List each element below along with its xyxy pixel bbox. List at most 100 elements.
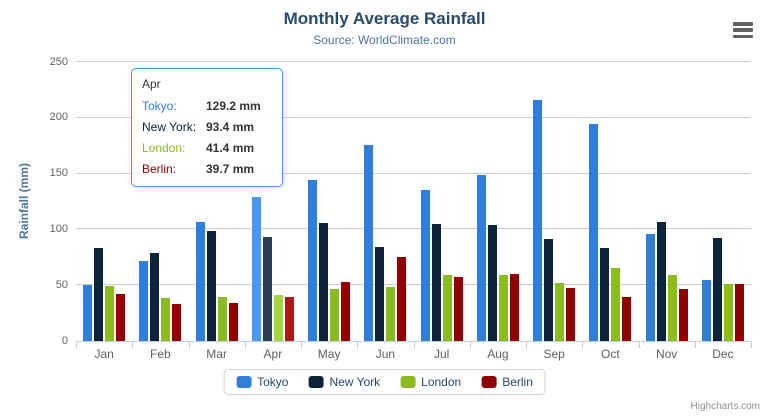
x-category-label-mar: Mar bbox=[206, 347, 227, 361]
bar-tokyo-sep[interactable] bbox=[533, 99, 543, 341]
legend-item-new-york[interactable]: New York bbox=[308, 375, 380, 389]
legend-symbol-icon bbox=[481, 376, 497, 388]
bar-new-york-jun[interactable] bbox=[375, 246, 385, 341]
bar-berlin-dec[interactable] bbox=[734, 283, 744, 341]
bar-london-oct[interactable] bbox=[611, 268, 621, 341]
bar-tokyo-nov[interactable] bbox=[645, 234, 655, 341]
bar-tokyo-feb[interactable] bbox=[139, 261, 149, 341]
bar-tokyo-oct[interactable] bbox=[589, 124, 599, 341]
column-group-mar bbox=[189, 62, 245, 341]
bar-berlin-may[interactable] bbox=[341, 282, 351, 341]
bar-new-york-aug[interactable] bbox=[487, 224, 497, 341]
column-group-aug bbox=[470, 62, 526, 341]
x-category-label-dec: Dec bbox=[712, 347, 734, 361]
y-tick-label: 150 bbox=[49, 167, 68, 180]
bar-london-may[interactable] bbox=[330, 288, 340, 341]
x-axis-tick bbox=[244, 342, 246, 348]
export-menu-icon[interactable] bbox=[733, 22, 753, 38]
bar-berlin-nov[interactable] bbox=[678, 288, 688, 341]
tooltip-row-tokyo: Tokyo: 129.2 mm bbox=[142, 96, 272, 117]
bar-berlin-mar[interactable] bbox=[228, 302, 238, 341]
y-tick-label: 0 bbox=[61, 334, 68, 347]
bar-new-york-feb[interactable] bbox=[150, 253, 160, 341]
bar-london-apr[interactable] bbox=[273, 294, 283, 341]
bar-berlin-jun[interactable] bbox=[397, 256, 407, 341]
tooltip-series-value: 129.2 mm bbox=[206, 99, 261, 113]
bar-new-york-dec[interactable] bbox=[712, 238, 722, 341]
legend-item-london[interactable]: London bbox=[400, 375, 461, 389]
bar-new-york-jan[interactable] bbox=[94, 247, 104, 341]
column-group-may bbox=[301, 62, 357, 341]
legend-item-berlin[interactable]: Berlin bbox=[481, 375, 533, 389]
tooltip-series-label: Tokyo: bbox=[142, 99, 177, 113]
x-axis-tick bbox=[469, 342, 471, 348]
bar-berlin-jul[interactable] bbox=[453, 276, 463, 341]
x-category-label-feb: Feb bbox=[150, 347, 171, 361]
gridline-150 bbox=[76, 172, 751, 174]
y-tick-label: 200 bbox=[49, 111, 68, 124]
bar-london-jun[interactable] bbox=[386, 287, 396, 341]
x-category-label-apr: Apr bbox=[263, 347, 283, 361]
x-axis-tick bbox=[694, 342, 696, 348]
x-category-label-jul: Jul bbox=[433, 347, 450, 361]
bar-new-york-may[interactable] bbox=[319, 222, 329, 341]
legend-label: London bbox=[421, 375, 462, 389]
gridline-200 bbox=[76, 116, 751, 118]
bar-london-jul[interactable] bbox=[442, 275, 452, 341]
legend-label: Berlin bbox=[502, 375, 533, 389]
bar-tokyo-apr[interactable] bbox=[251, 196, 261, 341]
bar-tokyo-aug[interactable] bbox=[476, 175, 486, 341]
legend: Tokyo New York London Berlin bbox=[223, 369, 546, 395]
y-tick-label: 100 bbox=[49, 222, 68, 235]
bar-london-nov[interactable] bbox=[667, 274, 677, 341]
bar-tokyo-may[interactable] bbox=[308, 180, 318, 341]
bar-new-york-mar[interactable] bbox=[206, 231, 216, 341]
bar-new-york-sep[interactable] bbox=[544, 239, 554, 341]
gridline-250 bbox=[76, 61, 751, 62]
bar-berlin-aug[interactable] bbox=[509, 273, 519, 341]
x-category-label-aug: Aug bbox=[487, 347, 509, 361]
x-category-label-jan: Jan bbox=[94, 347, 114, 361]
bar-tokyo-jul[interactable] bbox=[420, 189, 430, 341]
tooltip-series-label: London: bbox=[142, 141, 186, 155]
column-group-feb bbox=[132, 62, 188, 341]
gridline-100 bbox=[76, 228, 751, 230]
legend-item-tokyo[interactable]: Tokyo bbox=[236, 375, 288, 389]
bar-tokyo-jun[interactable] bbox=[364, 144, 374, 341]
column-group-sep bbox=[526, 62, 582, 341]
x-axis-tick bbox=[76, 342, 77, 348]
bar-london-jan[interactable] bbox=[105, 286, 115, 341]
bar-new-york-nov[interactable] bbox=[656, 222, 666, 341]
credits-link[interactable]: Highcharts.com bbox=[690, 401, 760, 412]
tooltip-series-value: 93.4 mm bbox=[206, 120, 255, 134]
bar-london-sep[interactable] bbox=[555, 282, 565, 341]
bar-london-feb[interactable] bbox=[161, 297, 171, 341]
plot-area bbox=[76, 61, 752, 348]
legend-symbol-icon bbox=[308, 376, 324, 388]
bar-london-dec[interactable] bbox=[723, 283, 733, 341]
bar-tokyo-mar[interactable] bbox=[195, 222, 205, 341]
bar-london-mar[interactable] bbox=[217, 297, 227, 341]
bar-berlin-oct[interactable] bbox=[622, 297, 632, 341]
x-category-label-sep: Sep bbox=[543, 347, 565, 361]
bar-new-york-apr[interactable] bbox=[262, 236, 272, 341]
bar-new-york-jul[interactable] bbox=[431, 223, 441, 341]
x-axis-tick bbox=[357, 342, 359, 348]
bar-london-aug[interactable] bbox=[498, 274, 508, 341]
y-tick-label: 250 bbox=[49, 55, 68, 68]
bar-berlin-feb[interactable] bbox=[172, 303, 182, 341]
bar-berlin-sep[interactable] bbox=[566, 287, 576, 341]
x-axis-tick bbox=[751, 342, 752, 348]
bar-new-york-oct[interactable] bbox=[600, 247, 610, 341]
bar-tokyo-dec[interactable] bbox=[701, 280, 711, 341]
column-group-oct bbox=[582, 62, 638, 341]
x-category-label-oct: Oct bbox=[601, 347, 620, 361]
bar-tokyo-jan[interactable] bbox=[83, 285, 93, 341]
tooltip-category: Apr bbox=[142, 77, 161, 91]
y-axis-labels: 0 50 100 150 200 250 bbox=[0, 56, 68, 347]
x-category-label-may: May bbox=[317, 347, 341, 361]
x-axis-tick bbox=[526, 342, 527, 348]
bar-berlin-apr[interactable] bbox=[284, 296, 294, 341]
bar-berlin-jan[interactable] bbox=[116, 293, 126, 341]
